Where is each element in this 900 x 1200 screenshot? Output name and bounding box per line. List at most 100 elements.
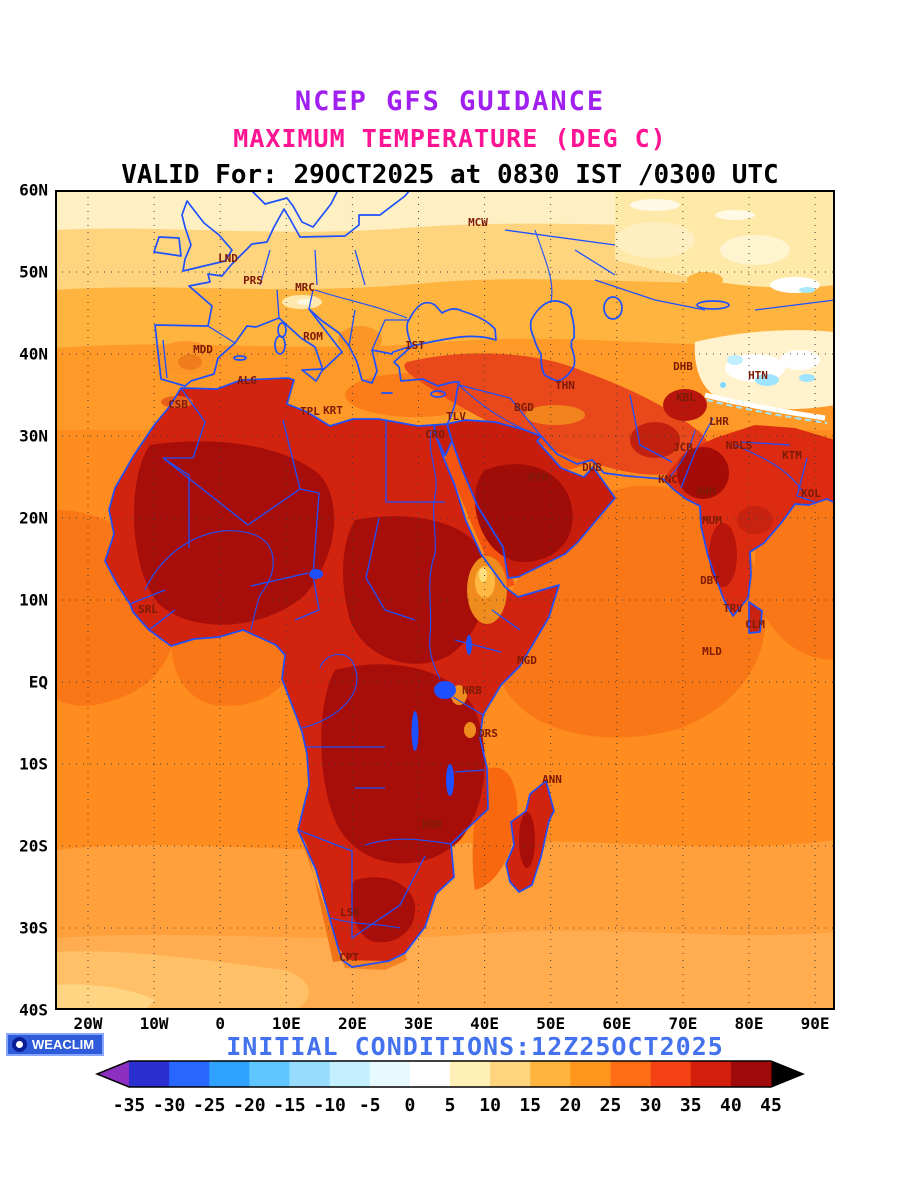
colorbar-segment [650,1061,692,1087]
city-label: CRO [425,428,445,441]
lon-tick-label: 60E [602,1014,632,1033]
temperature-field [55,190,835,1010]
city-label: MRC [295,281,315,294]
lon-tick-label: 10E [271,1014,301,1033]
colorbar-segment [289,1061,331,1087]
city-label: DRS [478,727,498,740]
city-label: ALG [237,374,257,387]
city-label: MGD [517,654,537,667]
colorbar-tick-label: -15 [273,1095,306,1116]
colorbar-segment [369,1061,411,1087]
colorbar-segment [730,1061,772,1087]
colorbar-segment [129,1061,170,1087]
city-label: NRB [462,684,482,697]
weaclim-logo-icon [12,1037,27,1052]
map-frame [55,190,835,1010]
coastlines-and-borders [104,189,836,968]
lat-tick-label: 50N [19,262,48,282]
lon-tick-label: 10W [139,1014,169,1033]
colorbar-segment [209,1061,250,1087]
colorbar-tick-label: 35 [680,1095,702,1116]
city-label: MLD [702,645,722,658]
lat-tick-label: 30S [19,918,48,938]
city-label: DHB [673,360,693,373]
lat-tick-label: 20N [19,508,48,528]
colorbar-segment [329,1061,371,1087]
colorbar-segment [610,1061,652,1087]
colorbar-segment [570,1061,611,1087]
colorbar-tick-label: -25 [193,1095,226,1116]
lon-tick-label: 0 [215,1014,226,1033]
city-label: LHR [709,415,729,428]
colorbar-tick-label: 5 [445,1095,456,1116]
city-label: SRL [138,603,158,616]
colorbar-tick-label: 15 [519,1095,541,1116]
city-label: KTM [782,449,802,462]
product-title: MAXIMUM TEMPERATURE (DEG C) [233,124,667,153]
city-label: DUB [582,461,602,474]
city-label: JCB [673,441,693,454]
colorbar-segment [409,1061,451,1087]
city-label: RYH [528,471,548,484]
initial-conditions: INITIAL CONDITIONS:12Z25OCT2025 [226,1032,724,1061]
colorbar-tick-label: 10 [479,1095,501,1116]
colorbar-segment [530,1061,571,1087]
city-label: DBT [700,574,720,587]
lon-tick-label: 90E [800,1014,830,1033]
weaclim-label: WEACLIM [32,1037,95,1052]
weaclim-badge: WEACLIM [6,1033,105,1056]
colorbar-tick-label: 40 [720,1095,742,1116]
colorbar-tick-label: 25 [600,1095,622,1116]
city-label: TRV [723,602,743,615]
temperature-colorbar: -35 -30 -25 -20 -15 -10 -5 0 5 10 15 20 25 30 35 40 45 [95,1060,805,1116]
city-label: KBL [676,391,696,404]
city-label: KOL [801,487,821,500]
colorbar-tick-label: -35 [113,1095,146,1116]
city-label: HTN [748,369,768,382]
lat-tick-label: 30N [19,426,48,446]
colorbar-tick-label: -20 [233,1095,266,1116]
lon-tick-label: 20E [337,1014,367,1033]
colorbar-tick-label: 30 [640,1095,662,1116]
lat-tick-label: 10N [19,590,48,610]
colorbar-segment [690,1061,732,1087]
colorbar-tick-label: -30 [153,1095,186,1116]
city-label: CLM [745,618,765,631]
lat-tick-label: 40N [19,344,48,364]
colorbar-segment [249,1061,290,1087]
colorbar-outline [95,1060,805,1088]
city-label: TLV [446,410,466,423]
lat-tick-label: 40S [19,1000,48,1020]
city-label: KRT [323,404,343,417]
lat-tick-label: 10S [19,754,48,774]
colorbar-tick-label: -10 [313,1095,346,1116]
city-label: TPL [300,405,320,418]
model-title: NCEP GFS GUIDANCE [294,86,606,117]
colorbar-segment [169,1061,210,1087]
city-label: HRR [422,818,442,831]
city-label: MCW [468,216,488,229]
city-label: IST [405,339,425,352]
city-label: AHM [696,485,716,498]
city-label: CPT [339,951,359,964]
city-label: NDLS [726,439,753,452]
colorbar-right-arrow [771,1061,803,1087]
colorbar-segment [490,1061,531,1087]
city-label: CSB [168,398,188,411]
colorbar-tick-label: -5 [359,1095,381,1116]
city-label: ANN [542,773,562,786]
colorbar-left-arrow [97,1061,129,1087]
colorbar-tick-label: 0 [404,1095,415,1116]
city-label: MDD [193,343,213,356]
lon-tick-label: 50E [536,1014,566,1033]
lon-tick-label: 70E [668,1014,698,1033]
map-panel: MCW LND PRS MRC ROM IST MDD ALG CSB TPL KRT TLV CRO B… [55,189,836,1010]
valid-time: VALID For: 29OCT2025 at 0830 IST /0300 U… [121,160,779,190]
city-label: ROM [303,330,323,343]
colorbar-tick-label: 45 [760,1095,782,1116]
city-label: MUM [702,514,722,527]
city-label: THN [555,379,575,392]
